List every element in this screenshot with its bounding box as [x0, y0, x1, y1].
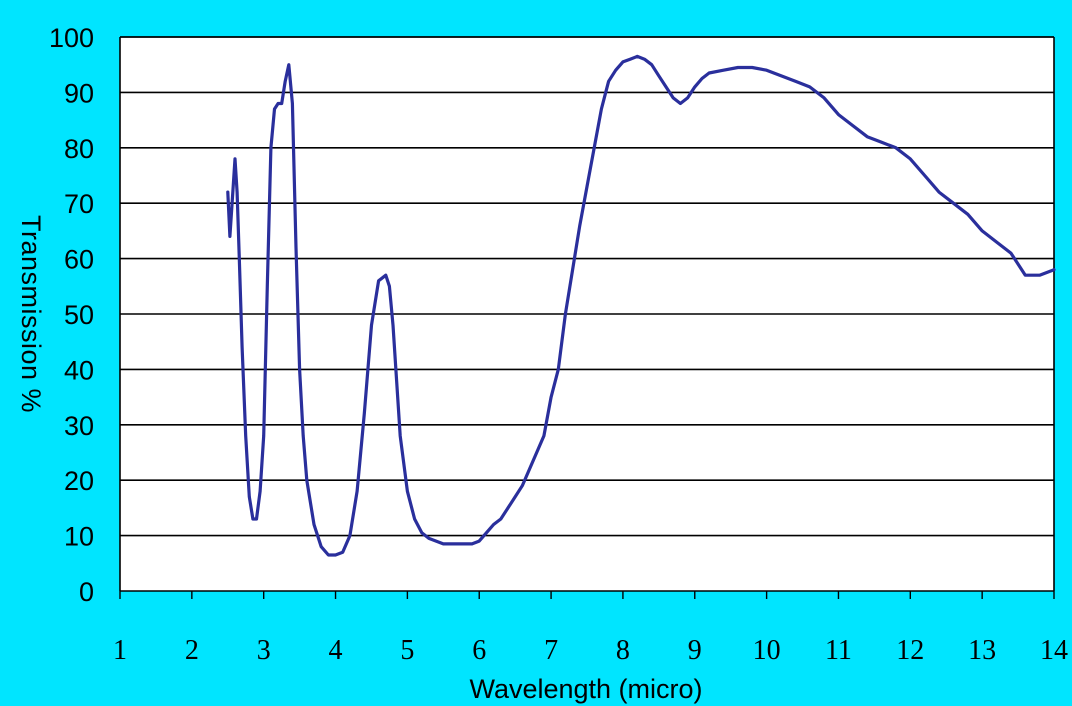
- y-tick-label: 10: [64, 522, 94, 552]
- y-tick-label: 30: [64, 411, 94, 441]
- x-tick-label: 2: [185, 635, 199, 666]
- x-tick-label: 13: [968, 635, 996, 666]
- x-tick-label: 7: [544, 635, 558, 666]
- x-tick-label: 11: [825, 635, 852, 666]
- x-tick-label: 6: [472, 635, 486, 666]
- y-tick-label: 20: [64, 466, 94, 496]
- axes: [119, 36, 1055, 599]
- x-tick-label: 5: [400, 635, 414, 666]
- y-tick-label: 70: [64, 189, 94, 219]
- y-tick-label: 40: [64, 355, 94, 385]
- y-tick-label: 100: [49, 23, 94, 53]
- y-tick-label: 90: [64, 78, 94, 108]
- x-tick-label: 9: [688, 635, 702, 666]
- y-tick-label: 50: [64, 300, 94, 330]
- x-tick-label: 14: [1040, 635, 1068, 666]
- x-tick-label: 12: [896, 635, 924, 666]
- x-tick-label: 10: [753, 635, 781, 666]
- x-tick-labels: 1 2 3 4 5 6 7 8 9 10 11 12 13 14: [113, 635, 1068, 666]
- x-tick-label: 3: [257, 635, 271, 666]
- series-line: [226, 54, 1056, 557]
- x-tick-label: 1: [113, 635, 127, 666]
- y-tick-labels: 0 10 20 30 40 50 60 70 80 90 100: [49, 23, 94, 607]
- y-tick-label: 80: [64, 134, 94, 164]
- x-tick-label: 4: [329, 635, 343, 666]
- y-axis-title: Transmission %: [16, 215, 46, 413]
- x-axis-title: Wavelength (micro): [469, 674, 702, 704]
- series-layer: [226, 54, 1056, 557]
- y-tick-label: 0: [79, 577, 94, 607]
- y-tick-label: 60: [64, 245, 94, 275]
- x-tick-label: 8: [616, 635, 630, 666]
